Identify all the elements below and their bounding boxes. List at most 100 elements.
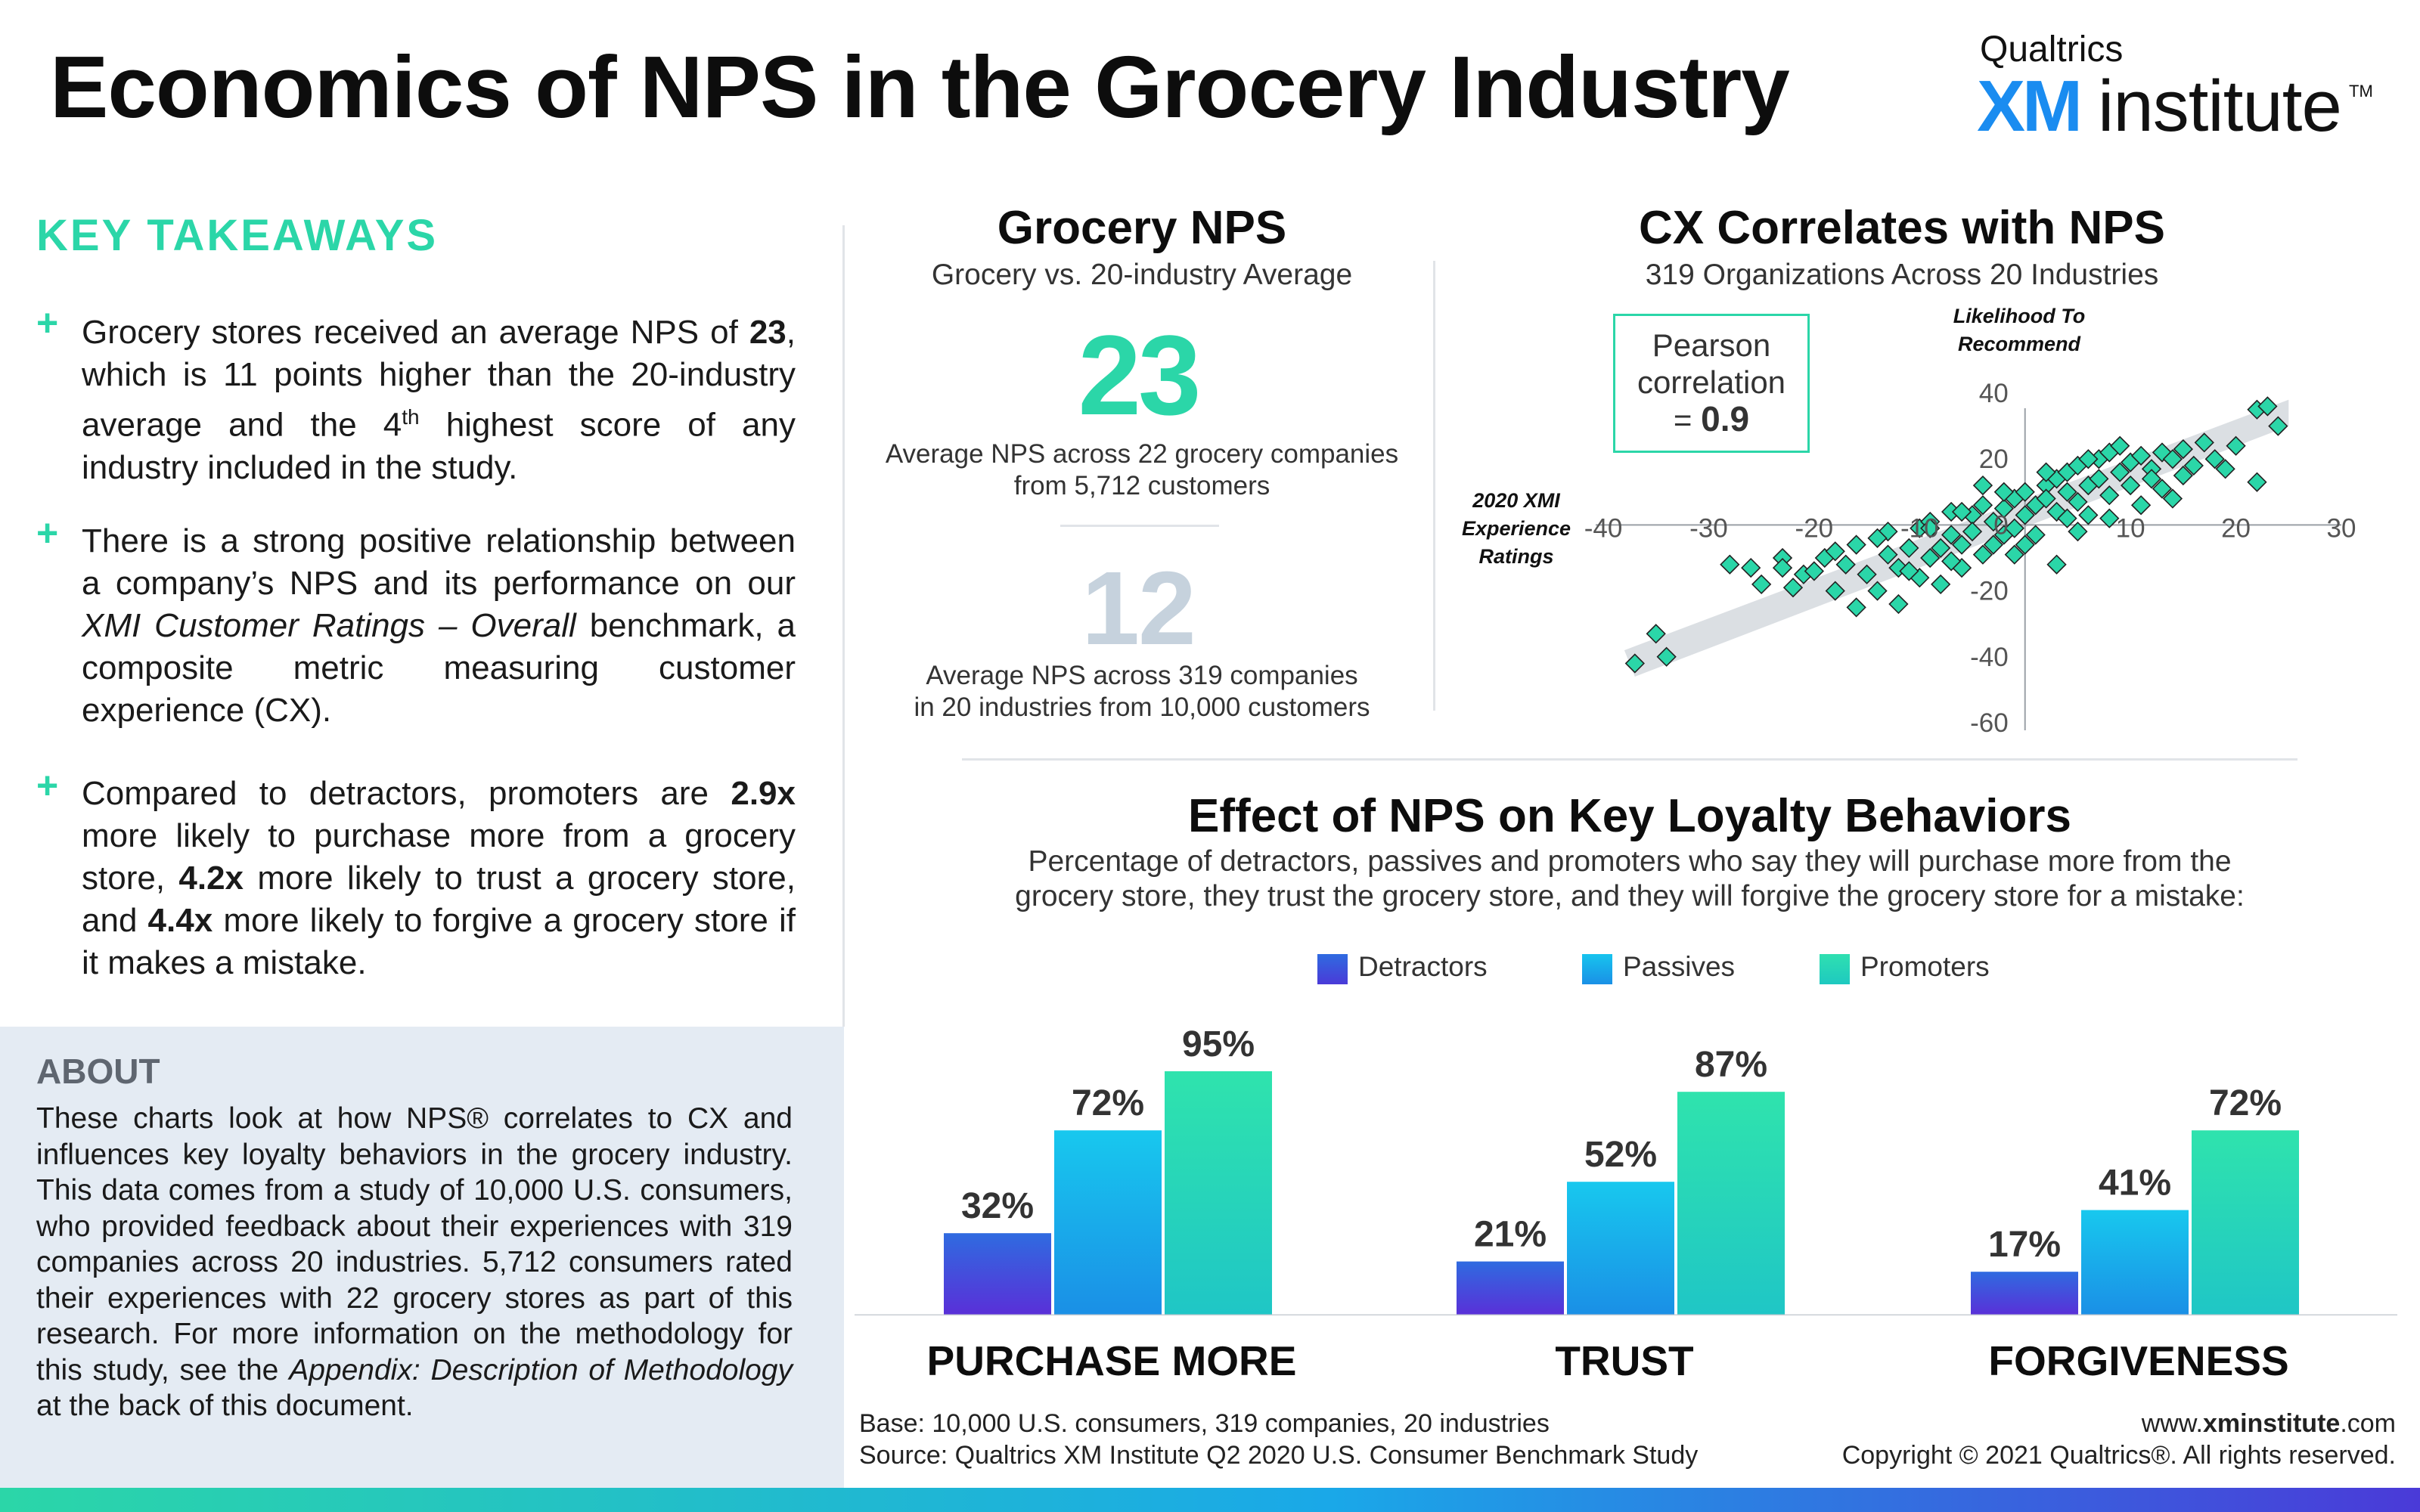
scatter-point	[2268, 416, 2288, 436]
scatter-point	[1878, 544, 1898, 565]
legend-swatch-detractors	[1317, 954, 1348, 984]
scatter-point	[2089, 469, 2109, 489]
bar-passives	[1054, 1130, 1162, 1315]
scatter-point	[2015, 505, 2035, 525]
scatter-ticks: -40 -30 -20 -10 10 20 30 40 20 0 -20 -40 -60	[1584, 379, 2356, 738]
scatter-chart: -40 -30 -20 -10 10 20 30 40 20 0 -20 -40 -60	[1584, 379, 2356, 738]
scatter-point	[1962, 521, 1983, 542]
scatter-point	[1857, 564, 1877, 584]
grocery-nps-caption: Average NPS across 22 grocery companies f…	[885, 439, 1399, 500]
legend-swatch-passives	[1582, 954, 1612, 984]
y-tick-label: -40	[1970, 643, 2009, 672]
scatter-point	[2015, 534, 2035, 555]
scatter-point	[2068, 491, 2088, 513]
footer-base: Base: 10,000 U.S. consumers, 319 compani…	[859, 1409, 1550, 1438]
scatter-points	[1624, 396, 2288, 674]
scatter-point	[2173, 438, 2193, 460]
pearson-correlation-box: Pearson correlation = 0.9	[1613, 314, 1810, 453]
key-takeaways-heading: KEY TAKEAWAYS	[36, 211, 439, 260]
y-tick-label: -60	[1970, 708, 2009, 738]
scatter-point	[2057, 482, 2077, 502]
about-panel	[0, 1027, 844, 1489]
scatter-point	[2183, 455, 2204, 476]
logo-xm: XM	[1977, 66, 2083, 147]
scatter-point	[1888, 593, 1909, 615]
scatter-point	[1656, 646, 1677, 667]
logo-institute: institute	[2098, 66, 2342, 147]
x-tick-label: 30	[2327, 513, 2356, 543]
scatter-point	[1972, 475, 1993, 496]
scatter-point	[2068, 521, 2088, 542]
category-label-purchase-more: PURCHASE MORE	[926, 1337, 1297, 1384]
scatter-point	[2015, 482, 2035, 502]
scatter-point	[2162, 488, 2183, 509]
scatter-point	[2121, 475, 2141, 496]
scatter-point	[1772, 557, 1793, 578]
scatter-point	[2226, 435, 2246, 456]
scatter-point	[2036, 462, 2056, 482]
industry-nps-caption: Average NPS across 319 companies in 20 in…	[914, 661, 1370, 722]
column-divider	[842, 225, 845, 1027]
scatter-point	[1825, 581, 1845, 601]
scatter-point	[1983, 511, 2004, 532]
logo-trademark: TM	[2349, 82, 2373, 101]
scatter-point	[2130, 495, 2152, 516]
bar-passives	[1567, 1182, 1674, 1315]
scatter-point	[2204, 449, 2225, 469]
scatter-point	[2099, 508, 2120, 528]
bar-value-label: 95%	[1182, 1024, 1255, 1064]
column-divider	[1433, 261, 1435, 711]
bar-detractors	[944, 1233, 1051, 1315]
bar-value-label: 21%	[1474, 1215, 1547, 1255]
scatter-point	[1804, 561, 1824, 581]
scatter-point	[2078, 449, 2099, 469]
scatter-point	[1846, 534, 1866, 555]
bar-value-label: 72%	[1072, 1083, 1144, 1123]
legend-swatch-promoters	[1820, 954, 1850, 984]
category-label-trust: TRUST	[1555, 1337, 1694, 1384]
scatter-point	[1931, 538, 1951, 559]
scatter-point	[2215, 459, 2235, 479]
scatter-point	[2194, 432, 2214, 453]
plus-icon: +	[36, 764, 59, 807]
bar-value-label: 72%	[2209, 1083, 2282, 1123]
legend-label-passives: Passives	[1623, 951, 1736, 982]
scatter-point	[2162, 449, 2183, 469]
footer-source: Source: Qualtrics XM Institute Q2 2020 U…	[859, 1441, 1699, 1470]
x-tick-label: -40	[1584, 513, 1623, 543]
scatter-point	[2057, 508, 2077, 528]
scatter-point	[2110, 435, 2130, 456]
bar-value-label: 32%	[961, 1186, 1034, 1226]
scatter-point	[1951, 501, 1972, 522]
y-tick-label: -20	[1970, 577, 2009, 606]
bar-detractors	[1971, 1272, 2078, 1315]
grocery-nps-title: Grocery NPS	[997, 202, 1287, 254]
bar-value-label: 52%	[1584, 1135, 1657, 1175]
scatter-axes	[1596, 408, 2341, 730]
x-tick-label: -30	[1689, 513, 1728, 543]
scatter-point	[2046, 554, 2067, 575]
about-text: These charts look at how NPS® correlates…	[36, 1102, 793, 1422]
y-axis-label: Likelihood To Recommend	[1953, 305, 2086, 355]
takeaway-3: Compared to detractors, promoters are 2.…	[82, 775, 796, 981]
scatter-point	[1720, 554, 1740, 575]
plus-icon: +	[36, 302, 59, 344]
bar-passives	[2081, 1210, 2189, 1315]
bar-promoters	[1165, 1071, 1272, 1315]
separator	[1060, 525, 1219, 527]
scatter-point	[1899, 538, 1919, 559]
footer-url[interactable]: www.xminstitute.com	[2141, 1409, 2396, 1438]
logo-qualtrics-text: Qualtrics	[1980, 29, 2124, 70]
takeaway-1: Grocery stores received an average NPS o…	[82, 314, 796, 486]
scatter-point	[1846, 597, 1866, 618]
y-tick-label: 20	[1979, 445, 2009, 474]
bar-value-label: 41%	[2099, 1163, 2171, 1204]
bar-promoters	[2192, 1130, 2299, 1315]
scatter-point	[2078, 505, 2099, 525]
section-divider	[962, 758, 2297, 761]
about-heading: ABOUT	[36, 1052, 160, 1091]
bar-marks: 32% 72% 95% 21% 52% 87% 17% 41% 72%	[944, 1024, 2299, 1315]
scatter-point	[1951, 534, 1972, 555]
scatter-point	[1993, 498, 2014, 519]
scatter-point	[1899, 561, 1919, 581]
